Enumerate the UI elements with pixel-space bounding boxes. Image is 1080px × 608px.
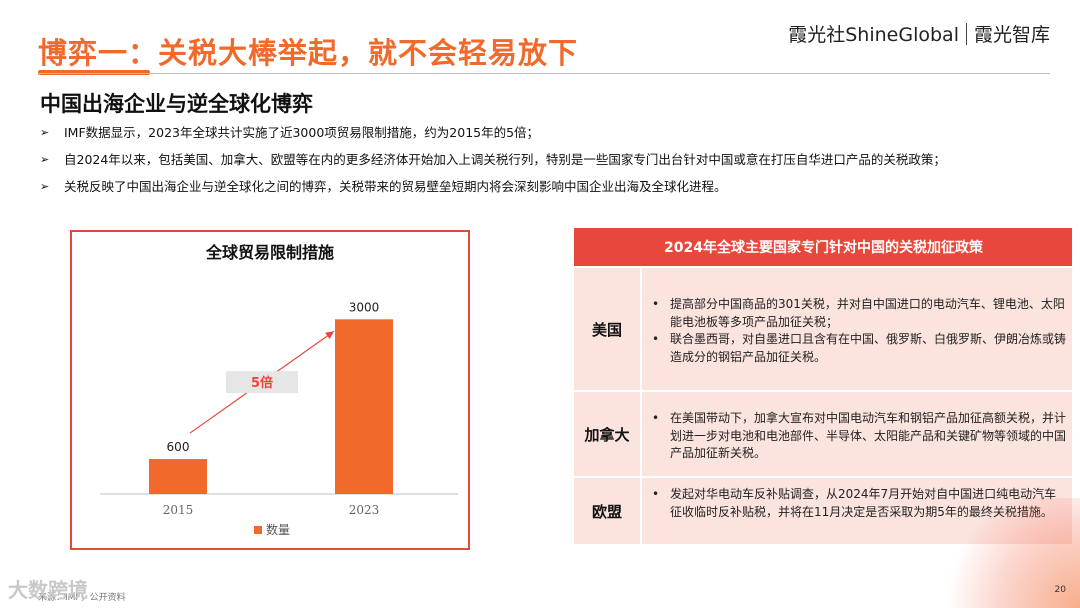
arrow-bullet-icon: ➢ <box>40 126 50 139</box>
table-header: 2024年全球主要国家专门针对中国的关税加征政策 <box>574 228 1072 266</box>
bullet-dot-icon: • <box>652 487 660 501</box>
bullet-dot-icon: • <box>652 297 660 311</box>
policy-item: • 在美国带动下，加拿大宣布对中国电动汽车和钢铝产品加征高额关税，并计划进一步对电… <box>648 410 1066 463</box>
data-label-2015: 600 <box>167 440 190 454</box>
data-label-2023: 3000 <box>349 300 380 314</box>
brand-logo: 霞光社ShineGlobal 霞光智库 <box>788 20 1050 47</box>
bullet-item: ➢ 关税反映了中国出海企业与逆全球化之间的博弈，关税带来的贸易壁垒短期内将会深刻… <box>40 179 1060 206</box>
bar-2023 <box>335 319 393 494</box>
country-cell: 加拿大 <box>574 392 642 476</box>
chart-title: 全球贸易限制措施 <box>205 243 334 262</box>
table-row-canada: 加拿大 • 在美国带动下，加拿大宣布对中国电动汽车和钢铝产品加征高额关税，并计划进… <box>574 390 1072 476</box>
tick-label-2015: 2015 <box>163 503 194 517</box>
title-underline <box>38 70 150 75</box>
policy-cell: • 在美国带动下，加拿大宣布对中国电动汽车和钢铝产品加征高额关税，并计划进一步对电… <box>642 392 1072 476</box>
tick-label-2023: 2023 <box>349 503 380 517</box>
brand-separator <box>965 22 967 45</box>
annotation-label: 5倍 <box>251 375 273 391</box>
bullet-text: 关税反映了中国出海企业与逆全球化之间的博弈，关税带来的贸易壁垒短期内将会深刻影响… <box>64 179 727 194</box>
source-note: 来源：IMF，公开资料 <box>38 593 126 603</box>
trade-restrictions-chart: 全球贸易限制措施 600 2015 3000 2023 5倍数量 <box>70 230 470 550</box>
bullet-text: IMF数据显示，2023年全球共计实施了近3000项贸易限制措施，约为2015年… <box>64 125 540 140</box>
corner-decoration <box>940 498 1080 608</box>
legend-swatch <box>254 526 262 534</box>
section-subtitle: 中国出海企业与逆全球化博弈 <box>40 92 313 116</box>
header-divider <box>38 73 1050 74</box>
policy-text: 联合墨西哥，对自墨进口且含有在中国、俄罗斯、白俄罗斯、伊朗冶炼或铸造成分的钢铝产… <box>670 332 1067 364</box>
brand-name: 霞光社ShineGlobal <box>788 24 959 46</box>
bullet-item: ➢ 自2024年以来，包括美国、加拿大、欧盟等在内的更多经济体开始加入上调关税行… <box>40 152 1060 179</box>
bar-2015 <box>149 459 207 494</box>
policy-item: • 提高部分中国商品的301关税，并对自中国进口的电动汽车、锂电池、太阳能电池板等… <box>648 296 1066 331</box>
policy-item: • 联合墨西哥，对自墨进口且含有在中国、俄罗斯、白俄罗斯、伊朗冶炼或铸造成分的钢铝… <box>648 331 1066 366</box>
country-cell: 欧盟 <box>574 478 642 544</box>
country-cell: 美国 <box>574 268 642 390</box>
arrow-bullet-icon: ➢ <box>40 153 50 166</box>
growth-arrow-head-icon <box>325 331 334 340</box>
brand-think-tank: 霞光智库 <box>973 24 1050 46</box>
tariff-policy-table: 2024年全球主要国家专门针对中国的关税加征政策 美国 • 提高部分中国商品的30… <box>574 228 1072 544</box>
policy-text: 在美国带动下，加拿大宣布对中国电动汽车和钢铝产品加征高额关税，并计划进一步对电池… <box>670 411 1067 460</box>
bullet-dot-icon: • <box>652 411 660 425</box>
bullet-dot-icon: • <box>652 332 660 346</box>
policy-cell: • 提高部分中国商品的301关税，并对自中国进口的电动汽车、锂电池、太阳能电池板等… <box>642 268 1072 390</box>
bullet-text: 自2024年以来，包括美国、加拿大、欧盟等在内的更多经济体开始加入上调关税行列，… <box>64 152 946 167</box>
page-title: 博弈一：关税大棒举起，就不会轻易放下 <box>38 36 579 70</box>
bullet-item: ➢ IMF数据显示，2023年全球共计实施了近3000项贸易限制措施，约为201… <box>40 125 1060 152</box>
legend-label: 数量 <box>266 522 290 537</box>
table-row-usa: 美国 • 提高部分中国商品的301关税，并对自中国进口的电动汽车、锂电池、太阳能电… <box>574 266 1072 390</box>
policy-text: 提高部分中国商品的301关税，并对自中国进口的电动汽车、锂电池、太阳能电池板等多… <box>670 297 1065 329</box>
annotation-box <box>226 371 298 394</box>
page-number: 20 <box>1054 585 1066 595</box>
arrow-bullet-icon: ➢ <box>40 180 50 193</box>
bullet-list: ➢ IMF数据显示，2023年全球共计实施了近3000项贸易限制措施，约为201… <box>40 125 1060 206</box>
watermark: 大数跨境 <box>8 578 88 602</box>
